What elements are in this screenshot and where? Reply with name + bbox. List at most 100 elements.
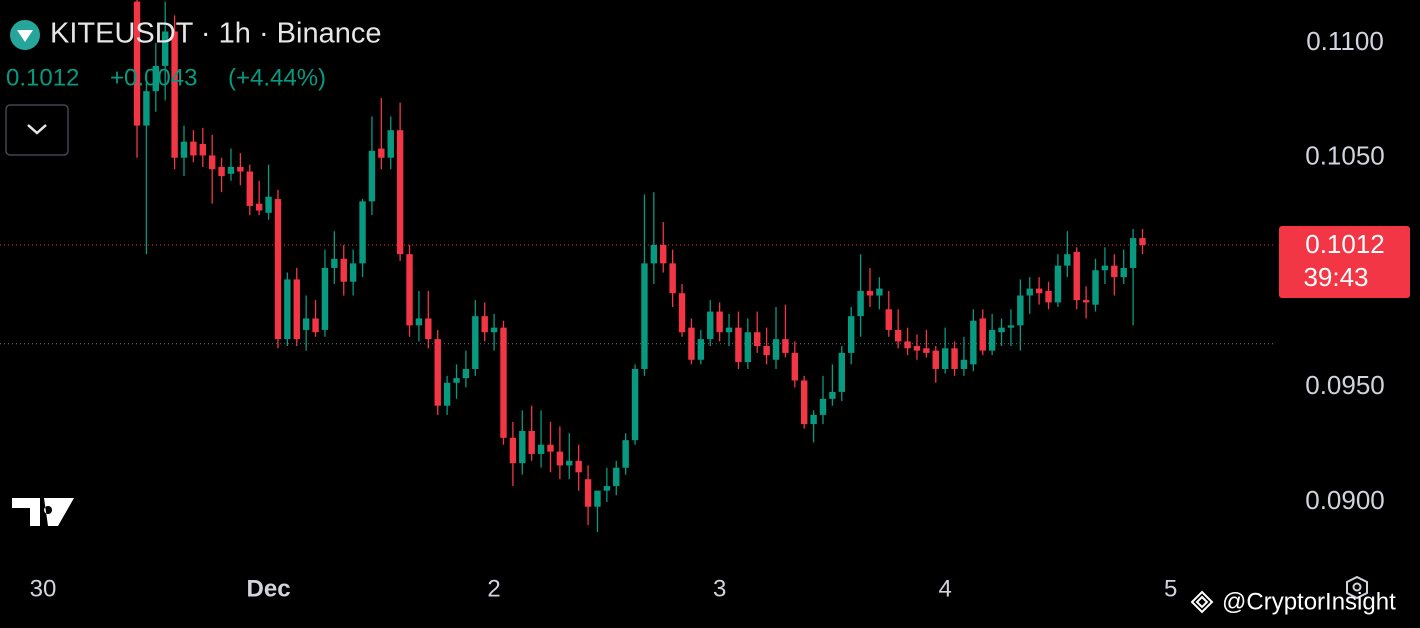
last-price-tag — [1279, 225, 1410, 298]
candle-body — [941, 348, 949, 369]
candle-body — [537, 444, 545, 454]
candle-body — [678, 293, 686, 333]
candle-body — [744, 332, 752, 363]
candle-body — [725, 327, 733, 333]
candle-body — [566, 460, 573, 466]
y-tick-label: 0.1100 — [1306, 26, 1384, 56]
candle-body — [1073, 251, 1080, 301]
candle-body — [1111, 265, 1118, 278]
candle-body — [340, 258, 347, 282]
candle-body — [754, 332, 761, 347]
candle-body — [960, 359, 968, 369]
candle-body — [932, 350, 939, 369]
candle-body — [763, 346, 770, 356]
candle-body — [876, 288, 883, 296]
candle-body — [246, 171, 253, 206]
candle-body — [772, 339, 780, 360]
candle-body — [481, 316, 488, 333]
candle-body — [970, 320, 977, 365]
candle-body — [575, 460, 582, 473]
candle-body — [171, 31, 178, 158]
candle-body — [904, 341, 911, 349]
symbol-logo-mark — [17, 30, 33, 42]
candle-body — [810, 414, 817, 425]
candle-body — [208, 155, 216, 170]
candle-body — [162, 31, 169, 66]
candle-body — [453, 378, 460, 383]
candle-body — [199, 143, 206, 156]
candle-body — [594, 490, 601, 507]
candle-body — [650, 244, 658, 264]
candle-body — [302, 318, 310, 330]
candle-body — [866, 290, 874, 296]
candle-body — [462, 368, 470, 379]
candle-body — [556, 451, 564, 466]
candle-body — [396, 130, 404, 255]
candle-body — [707, 311, 714, 340]
candle-body — [716, 311, 723, 333]
candle-body — [255, 203, 263, 211]
collapse-button[interactable] — [5, 104, 69, 156]
header-price: 0.1012 — [6, 64, 79, 91]
candle-body — [641, 263, 648, 369]
candle-body — [293, 279, 300, 340]
candle-body — [847, 316, 855, 353]
candle-body — [998, 327, 1005, 333]
header-change-pct: (+4.44%) — [228, 64, 326, 91]
candle-body — [519, 430, 526, 464]
candle-body — [1101, 265, 1109, 271]
candle-body — [190, 141, 197, 156]
plot-area — [0, 0, 1275, 532]
candle-body — [218, 166, 225, 177]
candle-body — [669, 263, 676, 294]
candle-body — [284, 279, 291, 340]
header-change: +0.0043 — [110, 64, 197, 91]
candle-body — [472, 316, 479, 369]
candle-body — [1017, 295, 1024, 326]
candle-body — [152, 65, 160, 92]
candle-body — [584, 479, 592, 507]
candle-body — [143, 91, 150, 126]
y-tick-label: 0.1050 — [1305, 141, 1385, 171]
candle-body — [434, 339, 441, 406]
settings-icon[interactable] — [1346, 575, 1368, 600]
candle-body — [631, 368, 639, 441]
candle-body — [1035, 288, 1043, 294]
countdown-label: 39:43 — [1303, 262, 1368, 292]
candle-body — [857, 290, 864, 317]
candle-body — [1007, 325, 1015, 328]
candle-body — [913, 346, 921, 351]
candle-body — [425, 318, 432, 340]
candle-body — [312, 318, 319, 333]
candle-body — [801, 380, 808, 425]
symbol-title: KITEUSDT · 1h · Binance — [50, 18, 381, 50]
candle-body — [509, 437, 517, 464]
candle-body — [359, 201, 366, 264]
last-price-label: 0.1012 — [1305, 229, 1385, 259]
candle-body — [1045, 290, 1052, 303]
candle-body — [133, 1, 141, 126]
y-tick-label: 0.0900 — [1305, 485, 1385, 515]
candle-body — [547, 444, 554, 452]
candle-body — [406, 254, 413, 326]
candle-body — [331, 258, 338, 268]
candle-body — [622, 440, 629, 468]
candle-body — [688, 327, 695, 360]
candle-body — [951, 348, 958, 369]
x-tick-label: 4 — [938, 575, 951, 602]
collapse-icon — [27, 124, 47, 135]
x-tick-label: 30 — [30, 575, 57, 602]
candle-body — [735, 327, 742, 363]
candle-body — [227, 166, 235, 174]
candle-body — [1054, 265, 1062, 303]
candle-body — [237, 166, 244, 172]
candle-body — [415, 318, 423, 326]
candle-body — [697, 339, 705, 360]
candle-body — [490, 327, 498, 333]
candle-body — [265, 196, 272, 213]
candle-body — [528, 430, 535, 454]
candle-body — [387, 130, 394, 158]
candle-body — [819, 398, 827, 415]
candle-body — [1064, 254, 1071, 266]
